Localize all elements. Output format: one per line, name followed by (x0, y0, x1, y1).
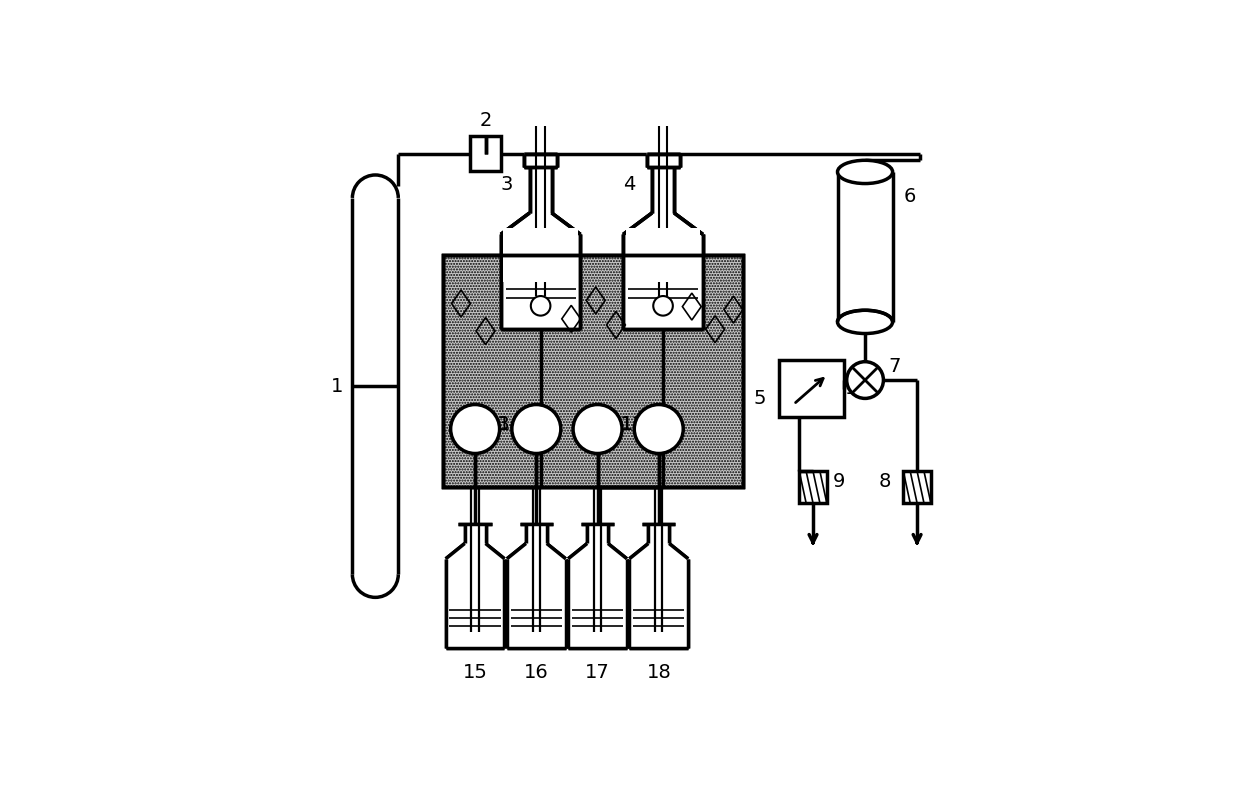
Polygon shape (501, 153, 580, 329)
Polygon shape (568, 524, 627, 648)
Ellipse shape (837, 310, 893, 334)
Text: 18: 18 (646, 662, 671, 681)
Circle shape (573, 405, 622, 453)
Text: 2: 2 (480, 111, 492, 130)
Bar (780, 360, 843, 417)
Circle shape (531, 296, 551, 316)
Text: 12: 12 (621, 415, 646, 433)
Text: 1: 1 (331, 377, 343, 396)
Ellipse shape (837, 161, 893, 184)
Text: 16: 16 (525, 662, 549, 681)
Circle shape (635, 405, 683, 453)
Text: 4: 4 (624, 175, 636, 194)
Bar (470, 136, 501, 171)
Bar (352, 198, 398, 575)
Text: 8: 8 (879, 471, 892, 491)
Text: 13: 13 (486, 415, 511, 433)
Polygon shape (445, 524, 505, 648)
Polygon shape (507, 524, 565, 648)
Polygon shape (630, 524, 688, 648)
Text: 3: 3 (501, 175, 513, 194)
Bar (443, 254, 743, 487)
Bar (800, 471, 827, 503)
Text: 6: 6 (904, 187, 916, 206)
Bar (626, 228, 701, 281)
Text: 5: 5 (754, 390, 766, 409)
Text: 15: 15 (463, 662, 487, 681)
Circle shape (653, 296, 673, 316)
Text: 14: 14 (498, 415, 523, 433)
Text: 9: 9 (833, 471, 846, 491)
Circle shape (450, 405, 500, 453)
Text: 11: 11 (609, 415, 634, 433)
Bar (503, 228, 578, 281)
Bar (443, 254, 743, 487)
Polygon shape (624, 153, 703, 329)
Text: 10: 10 (844, 379, 869, 398)
Circle shape (847, 362, 883, 398)
Circle shape (512, 405, 560, 453)
Bar (903, 471, 931, 503)
Text: 7: 7 (888, 357, 900, 376)
Text: 17: 17 (585, 662, 610, 681)
Bar (443, 254, 743, 487)
